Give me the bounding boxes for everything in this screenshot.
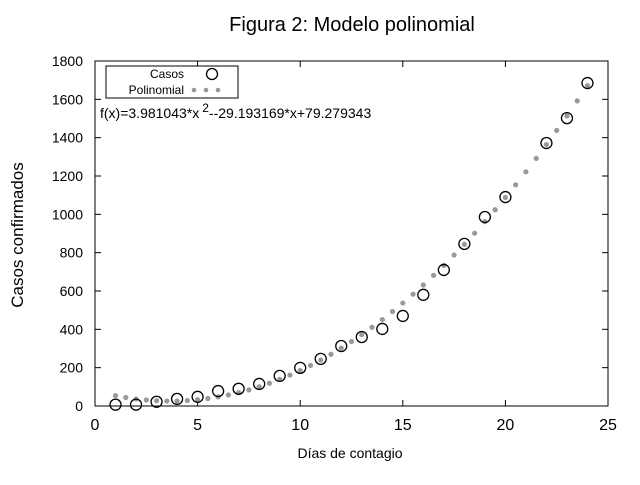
- polinomial-point: [205, 395, 211, 402]
- polinomial-point: [287, 372, 293, 378]
- x-axis-label: Días de contagio: [297, 445, 402, 461]
- x-tick-label: 20: [497, 417, 515, 434]
- y-tick-label: 400: [60, 321, 84, 337]
- casos-point: [253, 377, 266, 391]
- polinomial-point: [369, 324, 375, 330]
- polinomial-point: [256, 384, 262, 390]
- polinomial-point: [338, 345, 344, 351]
- polinomial-point: [266, 380, 273, 386]
- casos-point: [417, 288, 430, 301]
- polinomial-point: [246, 387, 252, 393]
- legend-label-polinomial: Polinomial: [129, 83, 184, 97]
- polinomial-point: [564, 113, 570, 119]
- casos-point: [540, 136, 553, 150]
- x-tick-label: 25: [599, 417, 617, 434]
- legend-marker-polinomial: [191, 87, 221, 93]
- polinomial-point: [379, 316, 385, 323]
- polinomial-point: [420, 282, 426, 288]
- polinomial-point: [410, 291, 416, 297]
- legend-label-casos: Casos: [150, 67, 184, 81]
- polinomial-point: [123, 394, 129, 401]
- polinomial-point: [554, 127, 560, 134]
- legend-marker-casos: [205, 67, 219, 81]
- polinomial-point: [328, 351, 334, 357]
- polinomial-point: [451, 252, 457, 258]
- polinomial-point: [502, 194, 508, 201]
- polinomial-point: [225, 392, 231, 398]
- casos-series: [109, 76, 594, 411]
- casos-point: [129, 398, 143, 411]
- polinomial-point: [184, 397, 190, 404]
- casos-point: [191, 390, 204, 403]
- polinomial-point: [359, 331, 365, 338]
- polinomial-point: [574, 98, 580, 104]
- legend-box: [105, 65, 239, 99]
- polinomial-point: [195, 397, 201, 403]
- casos-point: [355, 330, 368, 344]
- polinomial-point: [400, 300, 406, 306]
- x-tick-label: 10: [291, 417, 309, 434]
- casos-point: [458, 237, 471, 251]
- fit-equation: f(x)=3.981043*x 2--29.193169*x+79.279343: [100, 101, 371, 121]
- y-tick-label: 1600: [52, 91, 83, 107]
- polinomial-point: [584, 82, 591, 89]
- casos-point: [376, 322, 389, 336]
- y-tick-label: 600: [60, 283, 84, 299]
- polinomial-point: [389, 308, 396, 315]
- casos-point: [232, 382, 245, 395]
- plot-area: [94, 60, 609, 407]
- y-tick-label: 1400: [52, 130, 83, 146]
- polinomial-point: [472, 230, 478, 236]
- polinomial-point: [523, 169, 529, 175]
- casos-point: [478, 210, 492, 224]
- y-tick-label: 800: [60, 245, 84, 261]
- polinomial-point: [174, 398, 180, 404]
- casos-point: [396, 309, 409, 323]
- chart-title: Figura 2: Modelo polinomial: [229, 14, 475, 36]
- polinomial-point: [513, 182, 519, 188]
- polinomial-point: [492, 207, 498, 213]
- casos-point: [294, 361, 307, 375]
- y-tick-label: 200: [60, 360, 84, 376]
- casos-point: [273, 369, 286, 383]
- polinomial-point: [533, 155, 539, 161]
- polinomial-point: [143, 397, 149, 403]
- polinomial-point: [318, 357, 324, 363]
- casos-point: [335, 339, 348, 353]
- polinomial-point: [297, 367, 303, 374]
- y-tick-label: 1000: [52, 206, 83, 222]
- x-tick-label: 5: [193, 417, 202, 434]
- casos-point: [211, 384, 225, 398]
- y-tick-label: 1800: [52, 53, 83, 69]
- x-tick-label: 0: [91, 417, 100, 434]
- legend: Casos Polinomial: [105, 65, 239, 99]
- polinomial-point: [112, 393, 119, 399]
- polinomial-point: [461, 241, 467, 247]
- polinomial-point: [430, 272, 437, 278]
- casos-point: [560, 111, 574, 125]
- polinomial-point: [307, 362, 314, 369]
- y-axis-label: Casos confirmados: [8, 162, 27, 308]
- casos-point: [109, 398, 122, 411]
- polinomial-point: [164, 398, 170, 404]
- casos-point: [437, 263, 450, 277]
- y-tick-label: 1200: [52, 168, 83, 184]
- polinomial-point: [543, 141, 550, 148]
- polinomial-series: [112, 82, 591, 404]
- y-tick-label: 0: [75, 398, 83, 414]
- casos-point: [581, 76, 594, 90]
- polinomial-point: [153, 398, 160, 404]
- casos-point: [170, 392, 184, 406]
- polinomial-point: [348, 338, 355, 345]
- casos-point: [150, 395, 163, 408]
- casos-point: [314, 352, 327, 366]
- casos-point: [499, 190, 512, 204]
- x-tick-label: 15: [394, 417, 412, 434]
